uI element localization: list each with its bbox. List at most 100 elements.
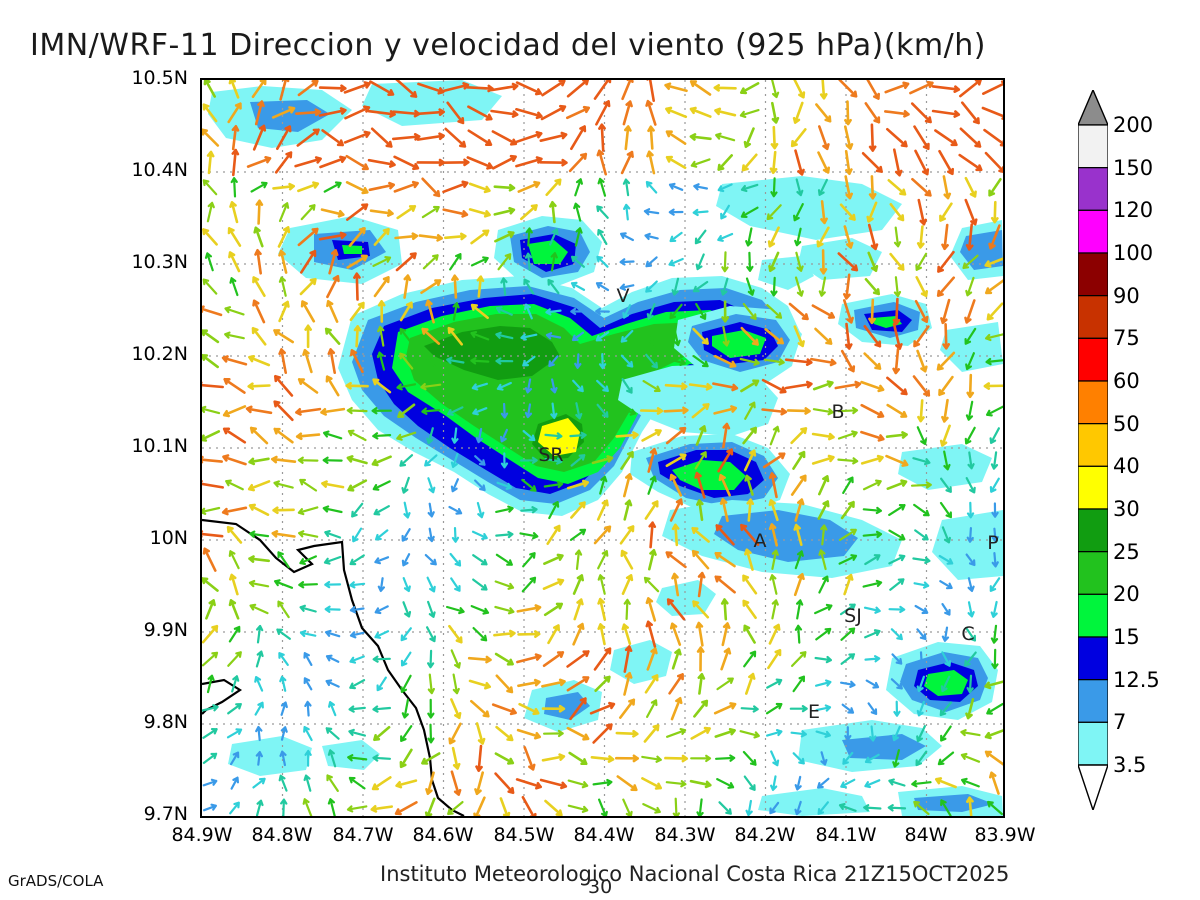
wind-vector — [931, 109, 961, 118]
wind-vector — [619, 283, 635, 291]
wind-vector — [844, 150, 853, 175]
wind-vector — [860, 380, 885, 393]
wind-vector — [353, 325, 362, 348]
wind-vector — [621, 80, 634, 101]
wind-vector — [916, 725, 926, 743]
wind-vector — [252, 124, 267, 151]
wind-vector — [817, 178, 828, 196]
wind-vector — [450, 577, 461, 592]
wind-vector — [716, 778, 735, 789]
wind-vector — [325, 629, 341, 638]
wind-vector — [692, 327, 709, 345]
wind-vector — [475, 744, 483, 772]
wind-vector — [491, 703, 517, 716]
wind-vector — [818, 125, 830, 151]
wind-vector — [771, 101, 780, 124]
wind-vector — [913, 503, 930, 517]
wind-vector — [665, 551, 687, 569]
wind-vector — [566, 479, 589, 490]
wind-vector — [493, 206, 516, 216]
wind-vector — [392, 133, 421, 141]
wind-vector — [986, 302, 1003, 321]
wind-vector — [446, 381, 465, 392]
wind-vector — [689, 80, 712, 96]
wind-vector — [792, 752, 805, 765]
wind-vector — [324, 530, 342, 539]
wind-vector — [769, 425, 780, 446]
wind-vector — [223, 378, 246, 394]
wind-vector — [641, 755, 662, 763]
wind-vector — [985, 357, 1003, 366]
wind-vector — [644, 500, 659, 520]
wind-vector — [494, 752, 515, 765]
wind-vector — [467, 655, 492, 664]
wind-vector — [566, 726, 590, 741]
wind-field-svg — [202, 80, 1003, 816]
wind-vector — [791, 651, 807, 667]
wind-vector — [765, 702, 783, 715]
wind-vector — [967, 601, 975, 618]
wind-vector — [515, 778, 542, 790]
wind-vector — [515, 131, 543, 144]
wind-vector — [427, 502, 435, 518]
wind-vector — [300, 204, 316, 221]
map-plot-area[interactable] — [200, 78, 1005, 818]
wind-vector — [570, 501, 586, 519]
wind-vector — [202, 305, 223, 317]
wind-vector — [744, 401, 756, 420]
wind-vector — [721, 622, 731, 647]
wind-vector — [959, 80, 982, 98]
wind-vector — [966, 674, 974, 694]
wind-vector — [819, 249, 828, 275]
wind-vector — [811, 432, 835, 441]
wind-vector — [476, 501, 485, 519]
wind-vector — [351, 502, 364, 518]
wind-vector — [691, 527, 710, 543]
wind-vector — [500, 277, 508, 296]
wind-vector — [494, 230, 515, 243]
wind-vector — [714, 727, 736, 738]
wind-vector — [621, 378, 633, 394]
wind-vector — [349, 301, 365, 322]
wind-vector — [743, 775, 756, 791]
wind-vector — [470, 605, 490, 615]
wind-vector — [818, 276, 827, 297]
wind-vector — [844, 175, 853, 200]
wind-vector — [272, 506, 295, 515]
colorbar[interactable] — [1078, 90, 1108, 810]
wind-vector — [916, 675, 925, 692]
wind-vector — [450, 452, 459, 468]
wind-vector — [569, 431, 587, 439]
wind-vector — [468, 208, 491, 218]
colorbar-tick-label: 25 — [1113, 539, 1140, 564]
wind-vector — [399, 748, 413, 769]
wind-vector — [696, 798, 704, 816]
x-axis-label: 84.4W — [573, 824, 635, 846]
wind-vector — [713, 354, 737, 368]
wind-vector — [722, 326, 730, 347]
wind-vector — [370, 805, 393, 813]
wind-vector — [960, 729, 981, 737]
wind-vector — [964, 299, 976, 324]
wind-vector — [568, 152, 588, 173]
wind-vector — [690, 754, 712, 763]
wind-vector — [345, 154, 369, 171]
wind-vector — [890, 628, 903, 641]
wind-vector — [940, 725, 952, 742]
wind-vector — [452, 302, 460, 321]
wind-vector — [623, 499, 633, 521]
wind-vector — [426, 427, 434, 445]
wind-vector — [984, 729, 1003, 740]
wind-vector — [916, 628, 927, 641]
wind-vector — [272, 182, 295, 191]
wind-vector — [278, 202, 290, 223]
wind-vector — [471, 382, 488, 391]
wind-vector — [251, 80, 267, 99]
wind-vector — [937, 751, 955, 766]
wind-vector — [400, 627, 412, 642]
wind-vector — [817, 500, 830, 520]
wind-vector — [843, 225, 854, 249]
wind-vector — [964, 327, 977, 345]
wind-vector — [493, 183, 516, 192]
colorbar-tick-label: 100 — [1113, 241, 1154, 265]
